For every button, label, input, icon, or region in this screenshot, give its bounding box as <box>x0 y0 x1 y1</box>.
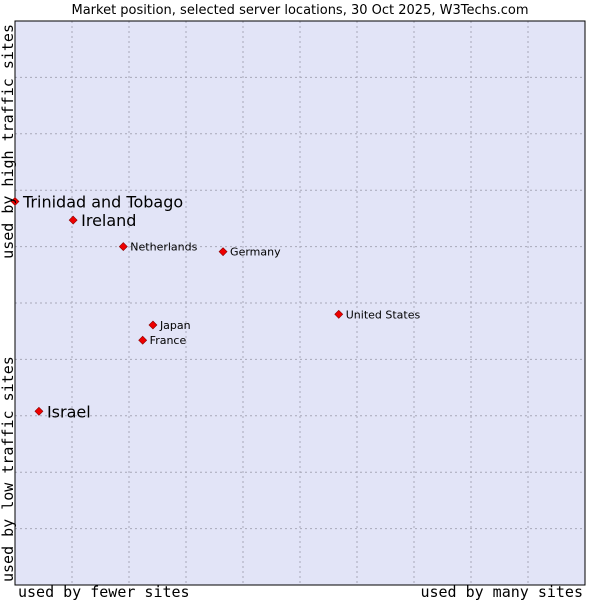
plot-frame <box>14 20 586 586</box>
data-label-netherlands: Netherlands <box>130 241 197 254</box>
data-point-israel <box>34 406 44 416</box>
data-point-germany <box>218 247 228 257</box>
y-axis-label-bottom: used by low traffic sites <box>0 356 17 582</box>
data-label-germany: Germany <box>230 246 281 259</box>
data-label-france: France <box>150 334 187 347</box>
data-label-israel: Israel <box>47 402 91 421</box>
grid-lines <box>15 21 585 585</box>
data-point-united-states <box>334 309 344 319</box>
x-axis-label-right: used by many sites <box>420 583 583 600</box>
data-point-japan <box>148 320 158 330</box>
data-label-japan: Japan <box>159 319 191 332</box>
data-point-france <box>138 335 148 345</box>
x-axis-label-left: used by fewer sites <box>18 583 190 600</box>
data-points <box>10 197 344 416</box>
chart-title: Market position, selected server locatio… <box>71 3 528 18</box>
data-label-ireland: Ireland <box>81 211 136 230</box>
data-label-united-states: United States <box>346 308 421 321</box>
y-axis-label-top: used by high traffic sites <box>0 24 17 259</box>
data-point-ireland <box>68 215 78 225</box>
data-point-trinidad-and-tobago <box>10 197 20 206</box>
data-label-trinidad-and-tobago: Trinidad and Tobago <box>22 192 183 211</box>
data-point-netherlands <box>118 242 128 252</box>
